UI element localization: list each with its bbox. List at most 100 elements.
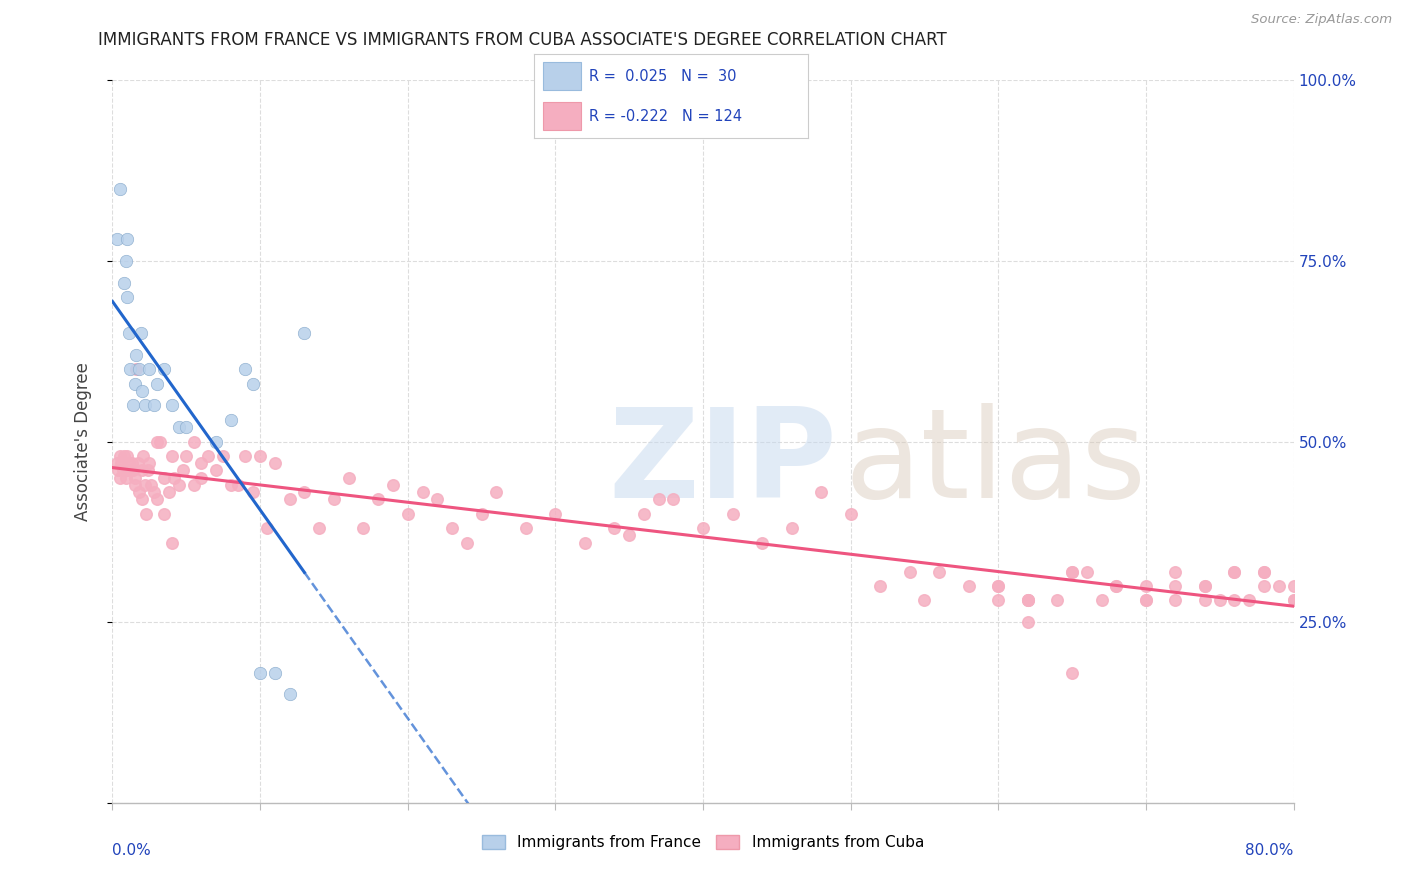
Point <box>869 579 891 593</box>
Point <box>205 434 228 449</box>
Point <box>117 449 138 463</box>
Point <box>396 507 419 521</box>
Point <box>1268 579 1291 593</box>
Point <box>485 485 508 500</box>
Point <box>146 434 169 449</box>
Point <box>1239 593 1261 607</box>
Point <box>174 420 197 434</box>
Point <box>1253 565 1275 579</box>
Point <box>382 478 405 492</box>
Point <box>308 521 330 535</box>
Point <box>515 521 537 535</box>
Point <box>1135 579 1157 593</box>
FancyBboxPatch shape <box>543 62 581 90</box>
Point <box>124 471 146 485</box>
Point <box>142 398 165 412</box>
Point <box>264 456 287 470</box>
Point <box>134 478 156 492</box>
Point <box>136 463 159 477</box>
Point <box>117 232 138 246</box>
Point <box>118 456 141 470</box>
Point <box>441 521 464 535</box>
Point <box>751 535 773 549</box>
Point <box>131 492 153 507</box>
Point <box>1282 593 1305 607</box>
Point <box>987 579 1010 593</box>
Point <box>987 579 1010 593</box>
Point <box>219 478 242 492</box>
Point <box>160 535 183 549</box>
FancyBboxPatch shape <box>543 102 581 130</box>
Point <box>914 593 936 607</box>
Point <box>226 478 249 492</box>
Point <box>163 471 186 485</box>
Point <box>212 449 235 463</box>
Text: R =  0.025   N =  30: R = 0.025 N = 30 <box>589 69 737 84</box>
Point <box>957 579 980 593</box>
Point <box>108 471 131 485</box>
Point <box>183 434 205 449</box>
Point <box>131 463 153 477</box>
Point <box>1017 593 1039 607</box>
Point <box>1194 593 1216 607</box>
Point <box>412 485 434 500</box>
Point <box>105 456 128 470</box>
Point <box>197 449 219 463</box>
Point <box>1194 579 1216 593</box>
Text: atlas: atlas <box>845 402 1147 524</box>
Point <box>153 362 176 376</box>
Point <box>160 449 183 463</box>
Point <box>1253 579 1275 593</box>
Point <box>134 398 156 412</box>
Point <box>135 507 157 521</box>
Point <box>256 521 278 535</box>
Point <box>190 456 212 470</box>
Point <box>292 485 315 500</box>
Legend: Immigrants from France, Immigrants from Cuba: Immigrants from France, Immigrants from … <box>475 830 931 856</box>
Point <box>167 420 190 434</box>
Point <box>1282 579 1305 593</box>
Point <box>174 449 197 463</box>
Point <box>120 463 142 477</box>
Text: R = -0.222   N = 124: R = -0.222 N = 124 <box>589 109 742 124</box>
Point <box>183 478 205 492</box>
Point <box>264 665 287 680</box>
Point <box>898 565 921 579</box>
Point <box>352 521 374 535</box>
Text: 80.0%: 80.0% <box>1246 843 1294 857</box>
Point <box>647 492 671 507</box>
Point <box>118 326 141 341</box>
Point <box>108 182 131 196</box>
Point <box>139 478 162 492</box>
Point <box>138 362 160 376</box>
Point <box>1194 579 1216 593</box>
Point <box>1164 565 1187 579</box>
Point <box>780 521 803 535</box>
Point <box>117 463 138 477</box>
Point <box>603 521 626 535</box>
Point <box>205 463 228 477</box>
Point <box>233 362 256 376</box>
Point <box>132 449 155 463</box>
Point <box>153 507 176 521</box>
Point <box>249 449 271 463</box>
Point <box>128 485 150 500</box>
Point <box>149 434 172 449</box>
Point <box>114 471 136 485</box>
Point <box>121 456 143 470</box>
Point <box>839 507 862 521</box>
Point <box>1076 565 1098 579</box>
Point <box>662 492 685 507</box>
Point <box>1135 593 1157 607</box>
Point <box>1164 593 1187 607</box>
Point <box>1223 565 1246 579</box>
Point <box>456 535 478 549</box>
Point <box>129 326 152 341</box>
Point <box>426 492 449 507</box>
Point <box>128 362 150 376</box>
Text: Source: ZipAtlas.com: Source: ZipAtlas.com <box>1251 13 1392 27</box>
Point <box>1062 665 1084 680</box>
Point <box>1062 565 1084 579</box>
Point <box>1282 593 1305 607</box>
Point <box>146 376 169 391</box>
